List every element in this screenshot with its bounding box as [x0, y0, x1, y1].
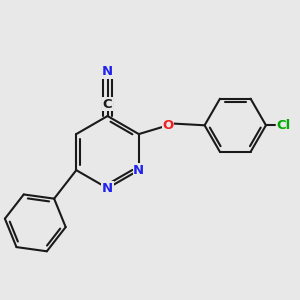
Text: C: C: [103, 98, 112, 111]
Text: N: N: [102, 65, 113, 78]
Text: N: N: [133, 164, 144, 177]
Text: N: N: [102, 182, 113, 195]
Text: O: O: [163, 119, 174, 132]
Text: Cl: Cl: [277, 119, 291, 132]
